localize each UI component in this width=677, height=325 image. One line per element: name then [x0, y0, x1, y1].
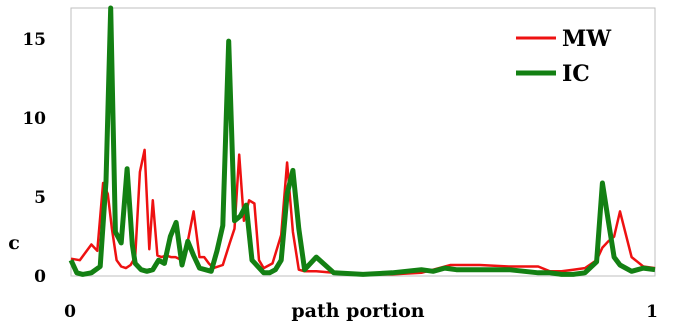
legend-label-mw: MW [562, 26, 611, 52]
x-tick-label-1: 1 [646, 302, 658, 322]
legend: MW IC [516, 26, 611, 87]
y-tick-label-5: 5 [34, 188, 46, 208]
y-tick-label-15: 15 [22, 30, 46, 50]
series-line-ic [68, 5, 656, 277]
y-tick-label-10: 10 [22, 109, 46, 129]
y-axis-title: c [8, 232, 20, 254]
y-tick-label-0: 0 [34, 267, 46, 287]
plot-area [70, 7, 656, 277]
legend-label-ic: IC [562, 61, 590, 87]
x-axis-title: path portion [291, 300, 424, 322]
x-tick-label-0: 0 [64, 302, 76, 322]
